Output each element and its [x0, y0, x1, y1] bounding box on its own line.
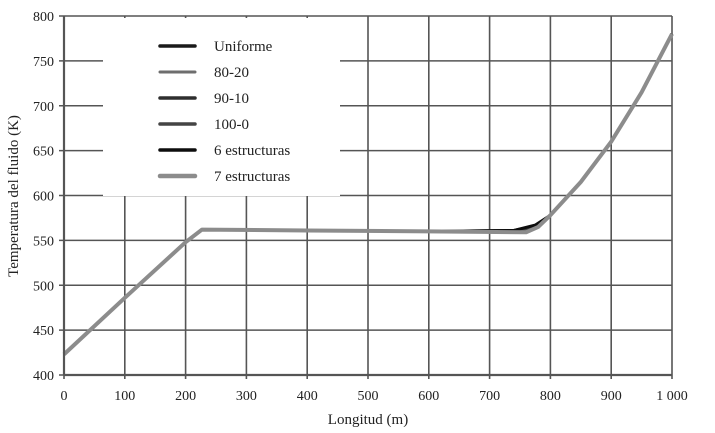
- x-tick-label: 100: [114, 389, 135, 404]
- x-tick-label: 200: [175, 389, 196, 404]
- y-tick-label: 500: [33, 279, 54, 294]
- y-axis-label: Temperatura del fluido (K): [6, 115, 22, 277]
- x-tick-label: 0: [61, 389, 68, 404]
- y-tick-label: 550: [33, 234, 54, 249]
- series-line: [62, 32, 674, 356]
- y-tick-label: 400: [33, 369, 54, 384]
- legend-label: 100-0: [214, 117, 249, 133]
- legend-background: [103, 18, 340, 196]
- legend-label: 6 estructuras: [214, 143, 290, 159]
- legend-label: 90-10: [214, 91, 249, 107]
- x-tick-label: 900: [601, 389, 622, 404]
- legend: Uniforme 80-20 90-10 100-0 6 estructuras 7 es…: [157, 39, 290, 185]
- y-tick-label: 800: [33, 10, 54, 25]
- x-tick-label: 400: [297, 389, 318, 404]
- axes: [62, 16, 672, 377]
- x-tick-label: 300: [236, 389, 257, 404]
- y-tick-label: 650: [33, 145, 54, 160]
- legend-label: 7 estructuras: [214, 169, 290, 185]
- x-tick-label: 700: [479, 389, 500, 404]
- x-tick-label: 800: [540, 389, 561, 404]
- x-tick-labels: 0 100 200 300 400 500 600 700 800 900 1 000: [61, 389, 688, 404]
- x-tick-label: 600: [418, 389, 439, 404]
- x-axis-label: Longitud (m): [328, 412, 408, 428]
- y-tick-label: 700: [33, 100, 54, 115]
- x-tick-label: 500: [358, 389, 379, 404]
- y-tick-label: 450: [33, 324, 54, 339]
- legend-label: Uniforme: [214, 39, 273, 55]
- x-tick-label: 1 000: [656, 389, 688, 404]
- y-tick-label: 600: [33, 190, 54, 205]
- data-series: [62, 32, 674, 356]
- y-tick-labels: 400 450 500 550 600 650 700 750 800: [33, 10, 54, 384]
- y-tick-label: 750: [33, 55, 54, 70]
- legend-label: 80-20: [214, 65, 249, 81]
